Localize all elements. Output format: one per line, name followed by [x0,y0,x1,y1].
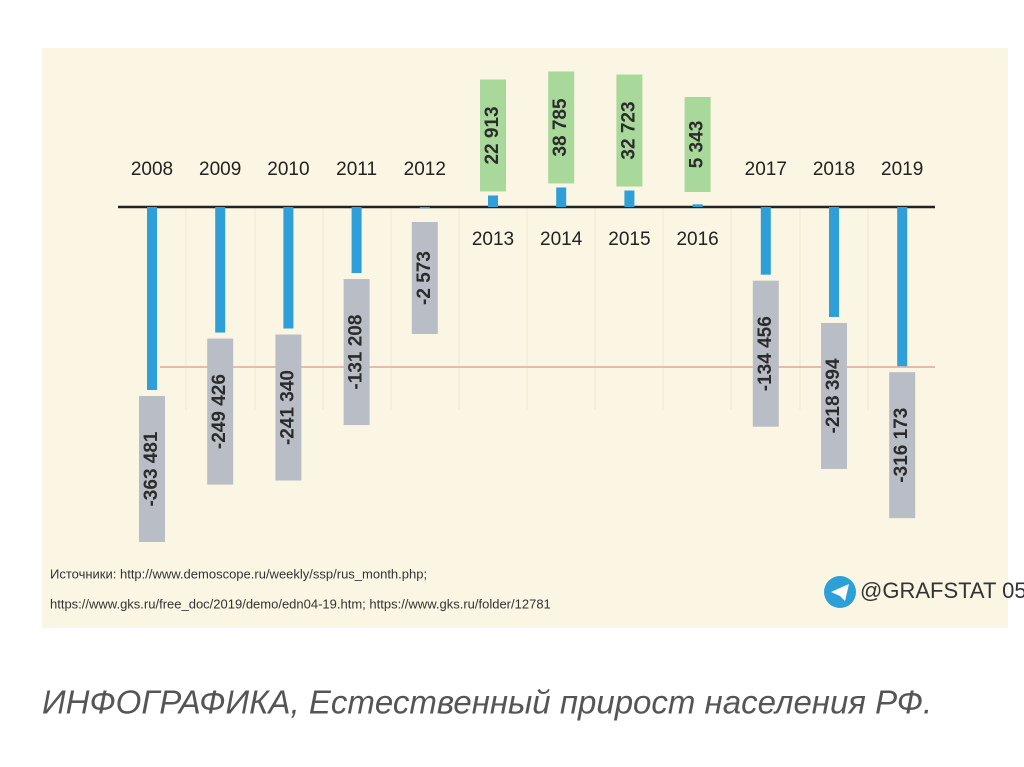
x-tick-label: 2009 [199,159,241,180]
bar [829,207,839,317]
value-label: 22 913 [482,106,503,164]
x-tick-label: 2016 [676,229,718,250]
x-tick-label: 2008 [131,159,173,180]
value-label-box [207,338,234,485]
source-line: https://www.gks.ru/free_doc/2019/demo/ed… [50,596,551,611]
value-label-box [139,396,165,542]
value-label-box [480,79,506,192]
source-line: Источники: http://www.demoscope.ru/weekl… [50,566,427,581]
value-label: -363 481 [141,431,162,506]
bar [556,187,567,207]
x-tick-label: 2013 [472,229,514,250]
value-label: -241 340 [277,370,298,445]
bar [147,207,157,390]
value-label-box [752,280,779,427]
value-label-box [343,279,370,426]
x-tick-label: 2017 [745,159,787,180]
x-tick-label: 2018 [813,159,855,180]
value-label: 38 785 [550,98,571,157]
value-label-box [821,322,847,469]
bar [760,207,771,275]
panel [42,48,1008,628]
value-label: -218 394 [823,358,844,433]
value-label: 32 723 [618,101,639,159]
value-label-box [684,97,711,192]
bar [351,207,362,274]
x-tick-label: 2014 [540,229,583,250]
x-tick-label: 2012 [404,159,446,180]
x-tick-label: 2011 [336,159,377,180]
chart-title: ИНФОГРАФИКА, Естественный прирост населе… [42,684,932,721]
value-label: -2 573 [414,251,435,305]
bar [283,207,294,329]
bar [215,207,226,333]
value-label-box [548,71,575,184]
bar [692,204,703,207]
x-tick-label: 2010 [267,159,309,180]
value-label: -249 426 [209,374,230,449]
bar [897,207,908,367]
value-label: -316 173 [891,408,912,483]
brand: @GRAFSTAT 05.2020 [860,578,1024,603]
value-label: -131 208 [346,315,367,390]
bar [419,207,430,209]
value-label-box [275,334,302,481]
x-tick-label: 2015 [608,229,650,250]
telegram-plane [831,584,849,601]
bar [488,195,498,207]
value-label: -134 456 [755,316,776,391]
value-label-box [616,74,643,187]
value-label: 5 343 [687,121,708,169]
bar [624,190,635,207]
x-tick-label: 2019 [881,159,923,180]
value-label-box [411,222,438,334]
background-grid [185,207,869,410]
value-label-box [889,372,916,519]
